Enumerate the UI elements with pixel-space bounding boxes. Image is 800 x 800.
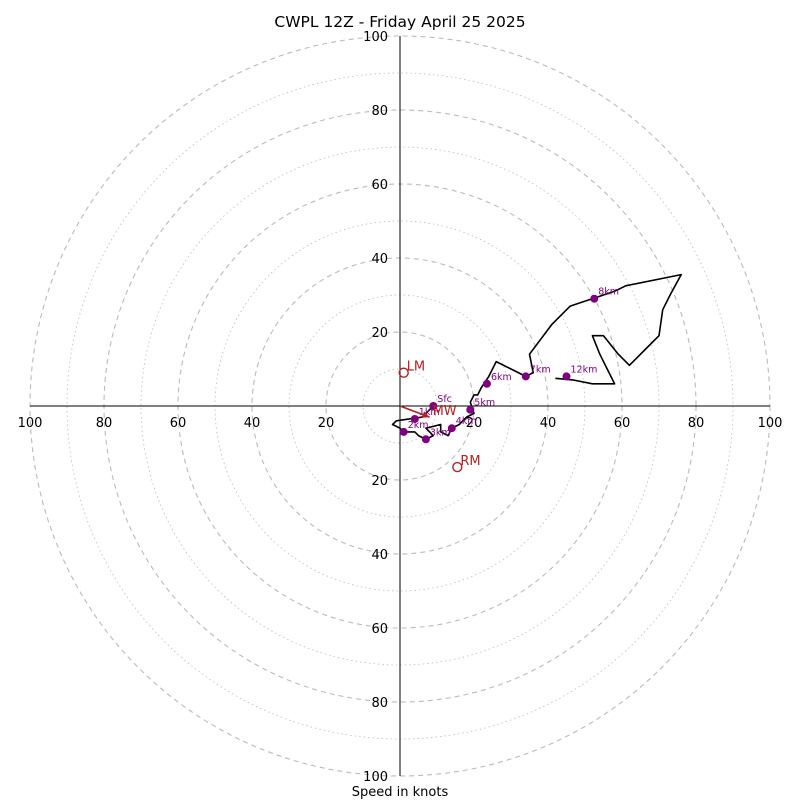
level-marker-8km xyxy=(590,294,599,303)
tick-label-west-40: 40 xyxy=(244,416,261,431)
level-label-5km: 5km xyxy=(474,398,495,409)
tick-label-south-80: 80 xyxy=(371,696,388,711)
tick-label-west-80: 80 xyxy=(96,416,113,431)
tick-label-east-80: 80 xyxy=(688,416,705,431)
level-label-3km: 3km xyxy=(430,427,451,438)
tick-label-east-60: 60 xyxy=(614,416,631,431)
level-marker-3km xyxy=(421,435,430,444)
level-marker-1km xyxy=(410,414,419,423)
level-marker-5km xyxy=(466,405,475,414)
tick-label-south-20: 20 xyxy=(371,474,388,489)
tick-label-west-20: 20 xyxy=(318,416,335,431)
level-marker-4km xyxy=(447,424,456,433)
level-label-Sfc: Sfc xyxy=(437,394,452,405)
level-label-2km: 2km xyxy=(408,420,429,431)
x-axis-label: Speed in knots xyxy=(352,785,449,800)
level-label-7km: 7km xyxy=(530,364,551,375)
tick-label-west-60: 60 xyxy=(170,416,187,431)
storm-motion-marker-RM xyxy=(452,461,463,473)
speed-tick-labels: 20 20 20 20 40 40 40 40 60 60 60 60 80 80 80 80 100 100 10… xyxy=(18,30,783,785)
tick-label-east-40: 40 xyxy=(540,416,557,431)
level-marker-2km xyxy=(399,427,408,436)
mean-wind-arrowhead xyxy=(421,411,430,418)
level-label-4km: 4km xyxy=(456,416,477,427)
level-label-1km: 1km xyxy=(419,407,440,418)
tick-label-east-100: 100 xyxy=(758,416,783,431)
tick-label-south-100: 100 xyxy=(363,770,388,785)
level-label-12km: 12km xyxy=(571,364,598,375)
storm-motion-marker-LM xyxy=(398,367,409,378)
tick-label-north-20: 20 xyxy=(371,326,388,341)
storm-motion-label-MW: MW xyxy=(433,404,457,419)
storm-motion-label-RM: RM xyxy=(460,454,480,469)
chart-title: CWPL 12Z - Friday April 25 2025 xyxy=(274,13,525,31)
storm-motion-markers: LM RM MW xyxy=(398,360,481,473)
level-marker-Sfc xyxy=(429,402,438,410)
tick-label-south-40: 40 xyxy=(371,548,388,563)
level-label-8km: 8km xyxy=(598,287,619,298)
level-marker-12km xyxy=(562,372,571,381)
tick-label-north-100: 100 xyxy=(363,30,388,45)
tick-label-south-60: 60 xyxy=(371,622,388,637)
level-marker-6km xyxy=(482,379,491,388)
tick-label-north-80: 80 xyxy=(371,104,388,119)
tick-label-east-20: 20 xyxy=(466,416,483,431)
level-label-6km: 6km xyxy=(491,372,512,383)
tick-label-north-40: 40 xyxy=(371,252,388,267)
tick-label-west-100: 100 xyxy=(18,416,43,431)
level-marker-7km xyxy=(521,372,530,381)
tick-label-north-60: 60 xyxy=(371,178,388,193)
storm-motion-label-LM: LM xyxy=(407,360,425,375)
